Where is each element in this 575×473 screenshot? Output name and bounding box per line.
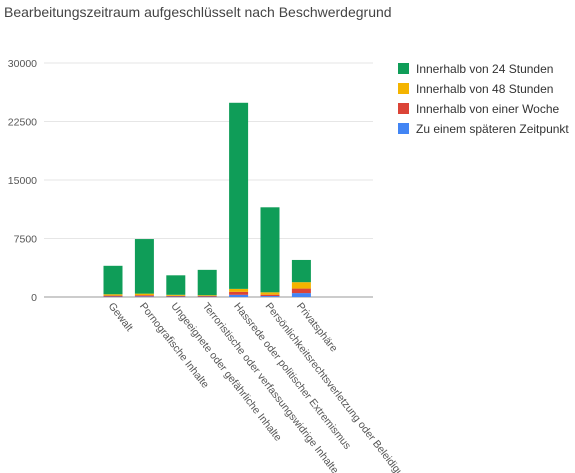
y-tick-label: 15000 <box>8 175 37 187</box>
legend-label: Innerhalb von 48 Stunden <box>416 82 553 96</box>
x-category-label: Persönlichkeitsrechtsverletzung oder Bel… <box>263 300 414 473</box>
legend-swatch <box>398 123 409 134</box>
bar-segment <box>166 294 186 296</box>
bar-segment <box>260 296 280 297</box>
legend-label: Innerhalb von 24 Stunden <box>416 62 553 76</box>
bar-segment <box>197 269 217 296</box>
bar-segment <box>134 239 154 294</box>
legend-label: Innerhalb von einer Woche <box>416 102 560 116</box>
y-tick-label: 7500 <box>14 234 38 246</box>
bar-segment <box>229 102 249 289</box>
bar-segment <box>134 295 154 297</box>
y-tick-label: 22500 <box>8 117 37 129</box>
bar-segment <box>260 207 280 293</box>
bar-segment <box>197 295 217 297</box>
bar-segment <box>260 294 280 297</box>
chart-title: Bearbeitungszeitraum aufgeschlüsselt nac… <box>4 4 392 20</box>
legend-label: Zu einem späteren Zeitpunkt <box>416 122 569 136</box>
bar-segment <box>260 292 280 295</box>
bar-segment <box>291 282 311 289</box>
bar-segment <box>134 296 154 297</box>
bar-segment <box>103 265 123 295</box>
bars <box>103 102 311 297</box>
bar-segment <box>166 275 186 295</box>
x-axis-categories: Gewalt Pornografische InhalteUngeeignete … <box>106 300 414 473</box>
grid <box>44 62 373 298</box>
bar-segment <box>197 295 217 296</box>
legend: Innerhalb von 24 Stunden Innerhalb von 48… <box>398 62 569 136</box>
bar-segment <box>291 293 311 297</box>
bar-segment <box>291 259 311 283</box>
legend-swatch <box>398 103 409 114</box>
bar-segment <box>291 288 311 294</box>
x-category-label: Hassrede oder politischer Extremismus <box>231 300 353 451</box>
bar-segment <box>103 294 123 296</box>
bar-segment <box>166 295 186 297</box>
bar-segment <box>229 291 249 295</box>
bar-segment <box>134 293 154 296</box>
bar-segment <box>229 294 249 297</box>
bar-segment <box>103 295 123 297</box>
y-axis-ticks: 0 7500 15000 22500 30000 <box>8 58 37 304</box>
legend-swatch <box>398 63 409 74</box>
bar-segment <box>229 288 249 292</box>
legend-swatch <box>398 83 409 94</box>
x-category-label: Gewalt <box>106 300 136 333</box>
y-tick-label: 30000 <box>8 58 37 70</box>
y-tick-label: 0 <box>31 292 37 304</box>
